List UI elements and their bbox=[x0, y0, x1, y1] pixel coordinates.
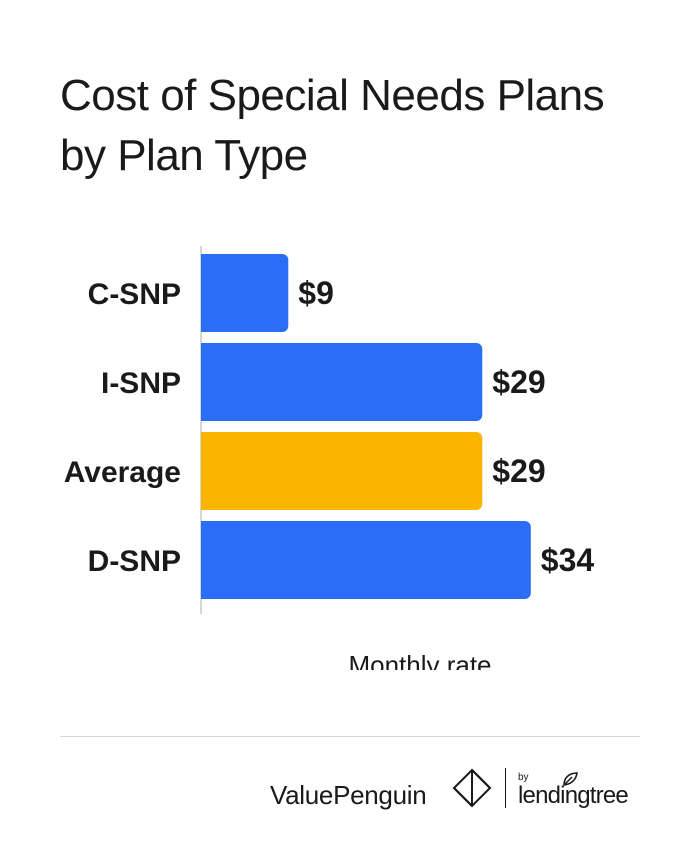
bar-base bbox=[201, 343, 209, 421]
value-label: $29 bbox=[492, 364, 545, 400]
category-label: C-SNP bbox=[88, 278, 181, 311]
bar-chart: C-SNP $9 I-SNP $29 Average $29 D-SNP $34 Monthly… bbox=[64, 246, 595, 670]
lendingtree-wordmark: lendingtree bbox=[518, 782, 629, 809]
bar-base bbox=[201, 254, 209, 332]
bar-c-snp bbox=[201, 254, 289, 332]
bar-base bbox=[201, 521, 209, 599]
valuepenguin-logo-icon bbox=[452, 768, 492, 808]
bar-base bbox=[201, 432, 209, 510]
valuepenguin-wordmark: ValuePenguin bbox=[270, 780, 427, 810]
chart-title: Cost of Special Needs Plans by Plan Type bbox=[60, 71, 605, 180]
value-label: $9 bbox=[298, 275, 334, 311]
footer-divider bbox=[60, 736, 640, 737]
category-label: I-SNP bbox=[101, 367, 181, 400]
category-label: D-SNP bbox=[88, 545, 181, 578]
x-axis-label: Monthly rate bbox=[348, 650, 491, 670]
value-label: $34 bbox=[541, 542, 595, 578]
leaf-icon bbox=[563, 772, 578, 786]
bar-i-snp bbox=[201, 343, 483, 421]
by-label: by bbox=[518, 772, 529, 783]
bar-average bbox=[201, 432, 483, 510]
value-label: $29 bbox=[492, 453, 545, 489]
bar-d-snp bbox=[201, 521, 531, 599]
category-label: Average bbox=[64, 456, 181, 489]
brand-separator bbox=[505, 768, 506, 808]
